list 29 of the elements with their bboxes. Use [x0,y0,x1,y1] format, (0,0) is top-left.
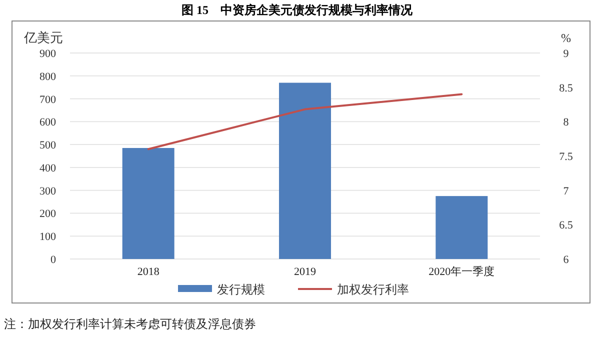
chart-title: 图 15 中资房企美元债发行规模与利率情况 [182,3,414,17]
y-tick-label: 200 [40,208,56,220]
y2-tick-label: 6 [563,254,570,266]
y2-tick-label: 7 [563,185,570,198]
y-tick-label: 600 [40,116,56,129]
x-tick-label: 2020年一季度 [428,265,495,278]
y-axis-title: 亿美元 [23,30,63,45]
bar [279,82,331,259]
y2-tick-label: 7.5 [559,151,574,163]
y2-axis-title: % [561,31,571,45]
y-tick-label: 800 [40,70,56,83]
bar [122,148,174,259]
text: 注：加权发行利率计算未考虑可转债及浮息债券 [4,317,256,331]
y-tick-label: 100 [40,231,56,244]
legend-label: 加权发行利率 [337,282,409,296]
x-tick-label: 2018 [137,266,160,278]
y2-tick-label: 9 [563,48,570,60]
y2-tick-label: 6.5 [559,220,574,232]
y-tick-label: 700 [40,94,56,106]
y-tick-label: 300 [40,185,56,198]
x-tick-label: 2019 [294,266,316,278]
y-tick-label: 0 [50,254,56,266]
y2-tick-label: 8 [563,116,570,129]
y2-tick-label: 8.5 [559,82,574,94]
bar [436,196,488,259]
y-tick-label: 400 [40,162,56,174]
y-tick-label: 900 [40,48,56,60]
legend-label: 发行规模 [217,282,265,296]
y-tick-label: 500 [40,140,56,152]
